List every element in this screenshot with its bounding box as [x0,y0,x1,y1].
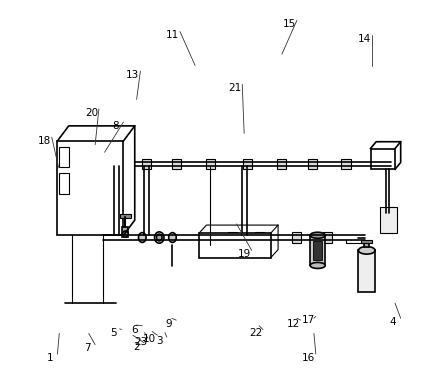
Bar [292,232,302,243]
Ellipse shape [139,233,146,242]
Text: 14: 14 [358,34,372,44]
Ellipse shape [310,263,325,268]
Text: 19: 19 [237,249,251,259]
Bar [358,250,375,292]
Bar [370,149,395,169]
Ellipse shape [169,233,176,242]
Bar [228,232,237,243]
Bar [310,235,325,266]
Bar [307,159,317,169]
Bar [277,159,286,169]
Ellipse shape [155,232,164,243]
Bar [122,227,128,237]
Text: 16: 16 [302,353,315,363]
Bar [243,159,253,169]
Text: 4: 4 [390,317,396,327]
Text: 21: 21 [228,83,241,93]
Text: 17: 17 [302,315,315,325]
Bar [380,207,397,233]
Text: 7: 7 [84,344,91,353]
Bar [313,241,322,260]
Text: 11: 11 [166,30,179,40]
Text: 5: 5 [111,328,117,338]
Bar [59,173,69,194]
Text: 15: 15 [283,19,296,29]
Circle shape [122,231,128,237]
Text: 10: 10 [143,334,156,344]
Bar [365,241,369,247]
Text: 20: 20 [85,108,98,118]
Text: 12: 12 [287,319,300,329]
Text: 1: 1 [47,353,53,363]
Bar [199,233,271,258]
Text: 13: 13 [126,70,140,80]
Ellipse shape [310,232,325,238]
Text: 23: 23 [134,337,147,347]
Text: 9: 9 [165,319,172,329]
Bar [141,159,151,169]
Bar [342,159,350,169]
Bar [172,159,181,169]
Text: 22: 22 [249,328,262,338]
Text: 18: 18 [38,136,51,146]
Bar [58,141,124,235]
Text: 2: 2 [133,342,140,352]
Text: 3: 3 [156,336,163,346]
Bar [59,147,69,167]
Text: 6: 6 [132,325,138,334]
Bar [120,214,131,218]
Ellipse shape [358,247,375,254]
Text: 8: 8 [113,121,119,131]
Bar [206,159,215,169]
Bar [361,240,373,243]
Bar [323,232,332,243]
Bar [255,232,264,243]
Ellipse shape [156,234,162,241]
